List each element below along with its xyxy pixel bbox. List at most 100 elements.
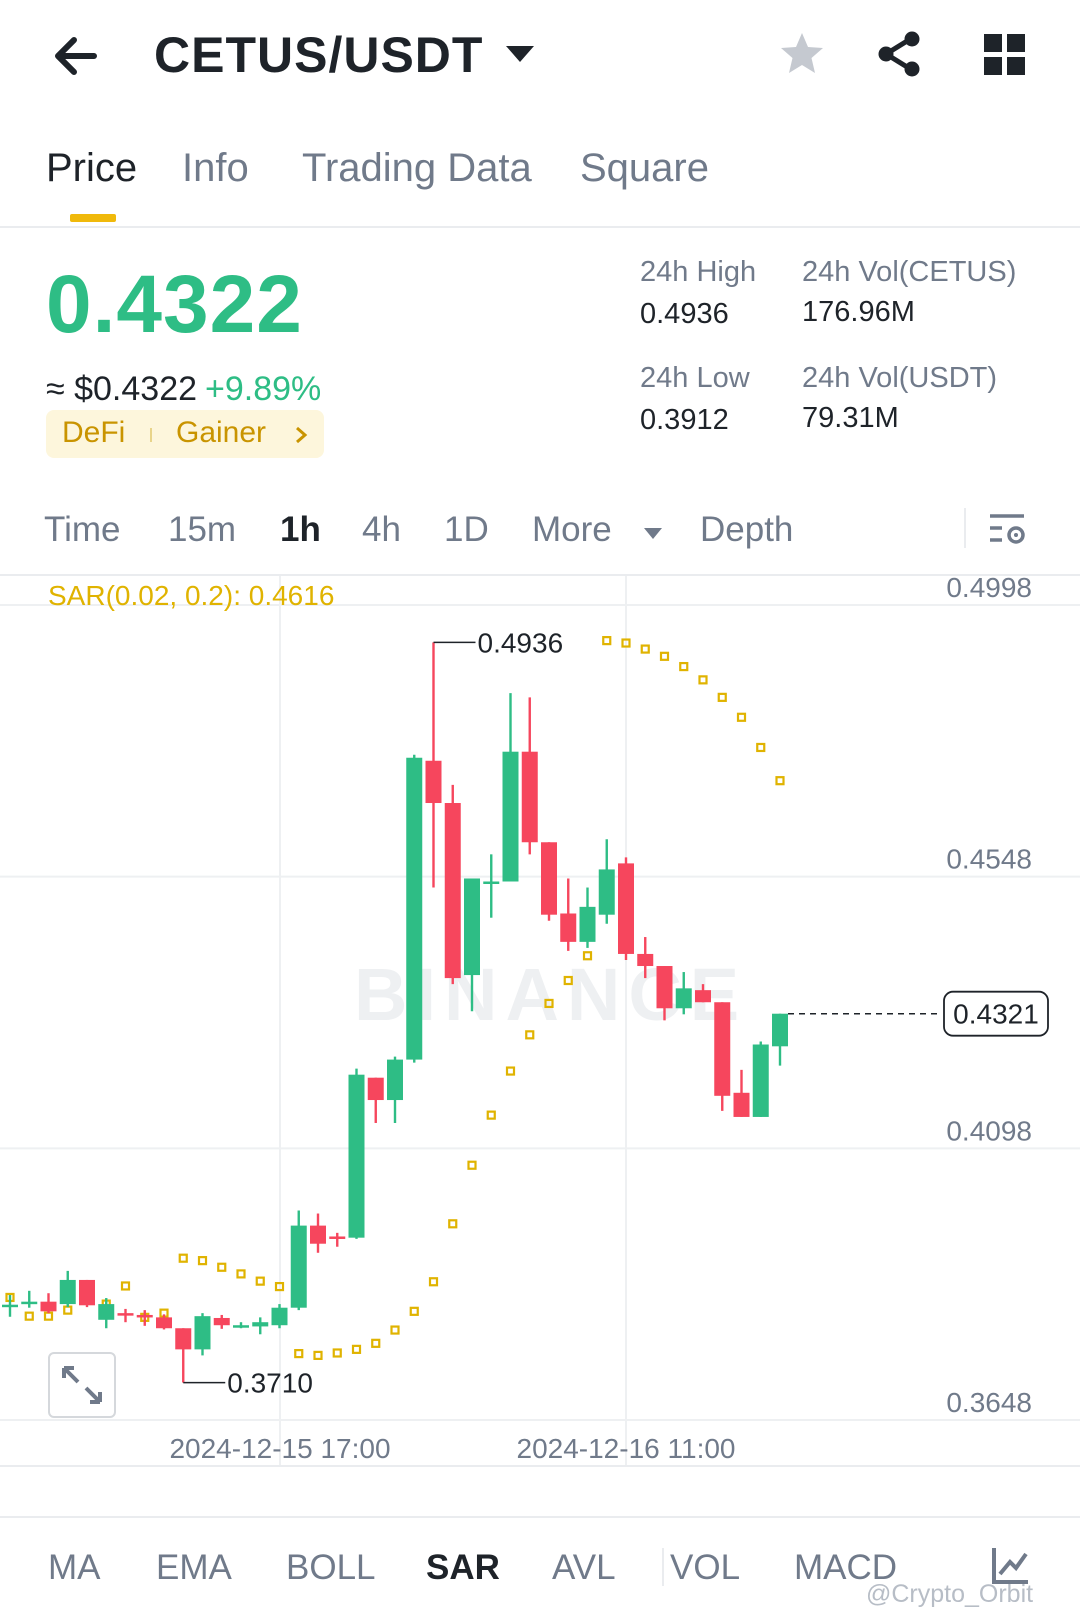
candle-body: [541, 842, 557, 915]
expand-icon: [62, 1366, 102, 1404]
tf-1h[interactable]: 1h: [280, 510, 321, 549]
sar-dot: [294, 1348, 304, 1359]
candle-body: [406, 757, 423, 1060]
candle-body: [560, 913, 577, 942]
candle-body: [98, 1304, 115, 1320]
candle-body: [656, 966, 673, 1009]
pair-title[interactable]: CETUS/USDT: [154, 27, 484, 83]
candle-body: [329, 1236, 346, 1239]
sar-dot: [178, 1253, 188, 1263]
sar-dot: [602, 636, 612, 646]
candle-body: [213, 1317, 230, 1326]
chart-settings-icon[interactable]: [988, 510, 1028, 550]
candle-body: [675, 988, 692, 1009]
candle-body: [387, 1059, 403, 1101]
dropdown-caret-icon[interactable]: [506, 46, 534, 62]
candle-body: [637, 953, 654, 967]
indicator-bar: MA EMA BOLL SAR AVL VOL MACD: [0, 1516, 1080, 1620]
back-arrow-icon[interactable]: [48, 28, 104, 84]
sar-dot: [371, 1338, 381, 1348]
y-tick-label: 0.4098: [946, 1115, 1032, 1146]
sar-dot: [24, 1311, 34, 1321]
candle-body: [136, 1314, 153, 1318]
candle-body: [156, 1317, 172, 1329]
sar-dot: [563, 975, 573, 986]
more-caret-icon: [644, 528, 662, 539]
indicator-settings-icon[interactable]: [990, 1546, 1030, 1586]
candle-body: [40, 1301, 57, 1312]
tab-info[interactable]: Info: [182, 146, 249, 190]
candle-body: [194, 1316, 211, 1350]
candle-body: [714, 1002, 731, 1096]
ind-ema[interactable]: EMA: [156, 1548, 232, 1587]
candle-body: [752, 1044, 769, 1117]
tf-15m[interactable]: 15m: [168, 510, 237, 549]
tag-gainer[interactable]: Gainer: [176, 416, 267, 449]
last-price-box: [943, 990, 1049, 1037]
ind-avl[interactable]: AVL: [552, 1548, 616, 1587]
candle-body: [310, 1225, 326, 1244]
candle-body: [444, 803, 461, 979]
x-tick-label: 2024-12-15 17:00: [169, 1433, 390, 1464]
sar-dot: [544, 998, 554, 1009]
candle-body: [252, 1322, 269, 1327]
divider: [964, 508, 966, 548]
tag-defi[interactable]: DeFi: [62, 416, 126, 449]
candle-body: [290, 1225, 307, 1308]
sar-dot: [332, 1348, 342, 1358]
sar-indicator-label: SAR(0.02, 0.2): 0.4616: [48, 580, 335, 611]
sar-dot: [467, 1160, 477, 1170]
tab-price[interactable]: Price: [46, 146, 138, 190]
sar-dot: [640, 644, 650, 654]
candle-body: [772, 1013, 788, 1047]
tf-depth[interactable]: Depth: [700, 510, 794, 549]
share-icon[interactable]: [876, 30, 924, 78]
tab-trading-data[interactable]: Trading Data: [302, 146, 532, 190]
sar-dot: [255, 1276, 265, 1286]
candle-body: [21, 1301, 38, 1305]
fiat-price: ≈ $0.4322: [46, 370, 198, 408]
expand-chart-button[interactable]: [48, 1352, 116, 1418]
candle-body: [117, 1313, 134, 1316]
tag-pill[interactable]: DeFi Gainer: [46, 410, 324, 458]
candle-body: [79, 1279, 95, 1306]
candle-body: [348, 1074, 365, 1238]
grid-icon[interactable]: [984, 34, 1026, 76]
ind-vol[interactable]: VOL: [670, 1548, 741, 1587]
candle-body: [233, 1325, 249, 1328]
sar-dot: [736, 712, 747, 722]
ind-macd[interactable]: MACD: [794, 1548, 898, 1587]
candle-body: [618, 863, 634, 954]
sar-dot: [120, 1281, 131, 1291]
divider: [662, 1548, 664, 1586]
timeframe-bar: Time 15m 1h 4h 1D More Depth: [0, 492, 1080, 576]
tf-1d[interactable]: 1D: [444, 510, 489, 549]
sar-dot: [505, 1066, 516, 1076]
ind-sar[interactable]: SAR: [426, 1548, 500, 1587]
sar-dot: [756, 742, 766, 753]
last-price: 0.4322: [46, 259, 303, 350]
sar-dot: [43, 1311, 54, 1321]
candle-body: [425, 760, 442, 804]
star-icon[interactable]: [778, 30, 826, 78]
price-chart[interactable]: 0.4998 0.4548 0.4098 0.3648 2024-12-15 17:00…: [0, 576, 1080, 1516]
low-label: 24h Low: [640, 362, 750, 394]
tab-square[interactable]: Square: [580, 146, 709, 190]
ind-ma[interactable]: MA: [48, 1548, 101, 1587]
sar-dot: [679, 661, 689, 672]
tf-more[interactable]: More: [532, 510, 612, 549]
tf-4h[interactable]: 4h: [362, 510, 401, 549]
candle-body: [2, 1304, 18, 1308]
ind-boll[interactable]: BOLL: [286, 1548, 376, 1587]
tf-time[interactable]: Time: [44, 510, 121, 549]
price-change: +9.89%: [205, 370, 322, 408]
sar-dot: [63, 1305, 73, 1315]
sar-dot: [621, 638, 631, 648]
sar-dot: [351, 1344, 362, 1354]
last-price-label: 0.4321: [953, 999, 1039, 1030]
high-label: 24h High: [640, 256, 757, 288]
active-tab-indicator: [70, 214, 116, 222]
sar-dot: [236, 1269, 246, 1279]
sar-dot: [274, 1281, 285, 1292]
sar-dot: [659, 651, 670, 661]
